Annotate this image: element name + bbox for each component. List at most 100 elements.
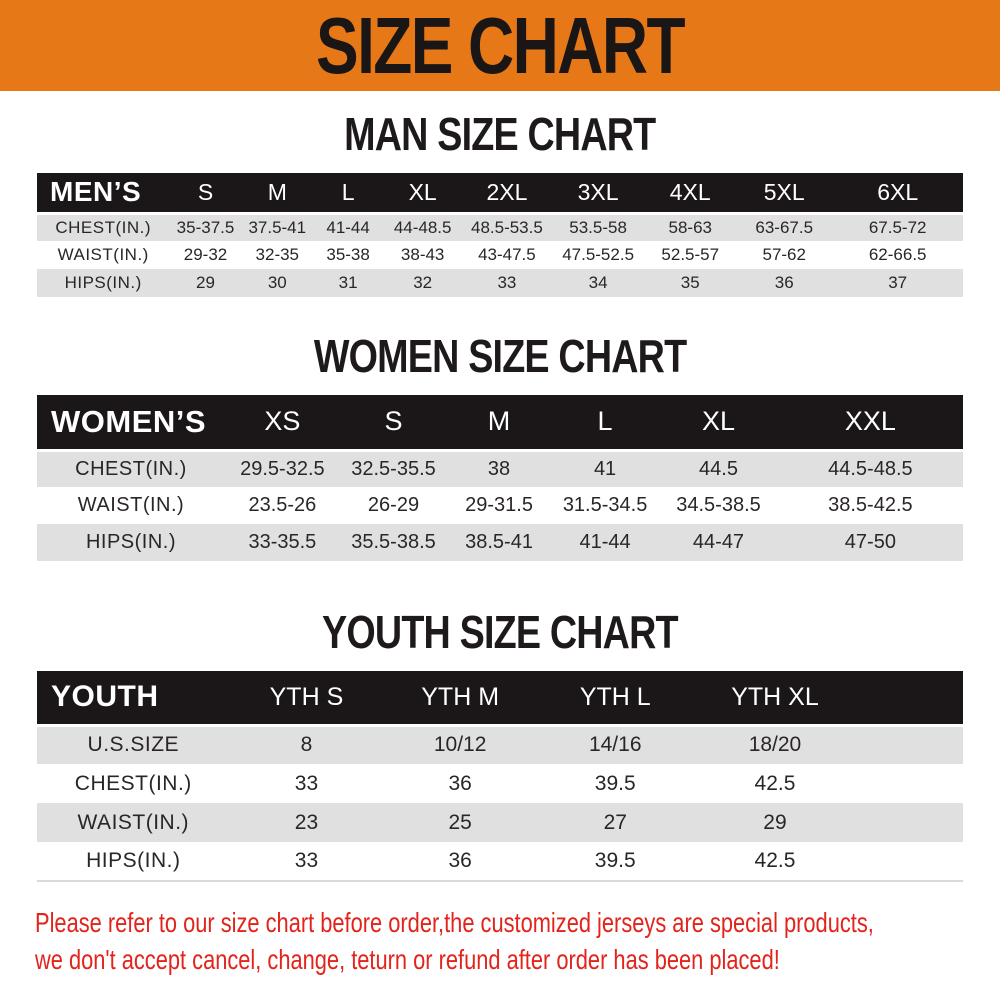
disclaimer: Please refer to our size chart before or… <box>35 904 1000 978</box>
size-value-cell: 67.5-72 <box>832 211 963 241</box>
size-value-cell: 35-37.5 <box>169 211 242 241</box>
size-value-cell: 23 <box>229 803 384 842</box>
size-value-cell: 35.5-38.5 <box>339 524 448 561</box>
size-value-cell: 29-32 <box>183 245 228 264</box>
size-value-cell: 44.5 <box>659 448 778 487</box>
women-heading-wrap: WOMEN SIZE CHART <box>0 329 1000 383</box>
size-column-header: L <box>550 395 660 450</box>
filler-cell <box>856 803 963 842</box>
youth-size-table: YOUTH YTH S YTH M YTH L YTH XL U.S.SIZE 8 10/1… <box>37 671 963 882</box>
size-value-cell: 27 <box>537 803 694 842</box>
row-label: U.S.SIZE <box>37 723 230 764</box>
size-value-cell: 29 <box>169 269 242 297</box>
size-column-header: YTH M <box>383 671 537 725</box>
size-value-cell: 33 <box>294 849 319 872</box>
size-value-cell: 38.5-41 <box>447 524 551 561</box>
men-section-heading: MAN SIZE CHART <box>344 108 656 160</box>
women-size-table: WOMEN’S XS S M L XL XXL CHEST(IN.) 29.5-32.5 32.… <box>37 395 963 561</box>
measurement-row: WAIST(IN.) 23.5-26 26-29 29-31.5 31.5-34.5 34… <box>37 487 963 524</box>
size-value-cell: 26-29 <box>367 494 420 516</box>
size-value-cell: 37 <box>832 269 963 297</box>
size-value-cell: 44-47 <box>659 524 778 561</box>
size-column-header: XL <box>659 395 778 450</box>
size-value-cell: 38-43 <box>400 245 445 264</box>
measurement-row: HIPS(IN.) 33-35.5 35.5-38.5 38.5-41 41-44 44-… <box>37 524 963 561</box>
row-label: WAIST(IN.) <box>37 803 230 842</box>
size-value-cell: 31 <box>312 269 384 297</box>
size-column-header: M <box>447 395 551 450</box>
measurement-row: HIPS(IN.) 29 30 31 32 33 34 35 36 37 <box>37 269 963 297</box>
disclaimer-line-1: Please refer to our size chart before or… <box>35 907 874 938</box>
size-value-cell: 53.5-58 <box>551 211 645 241</box>
size-value-cell: 33-35.5 <box>224 524 340 561</box>
size-column-header: L <box>312 173 384 213</box>
size-value-cell: 34 <box>551 269 645 297</box>
size-value-cell: 44.5-48.5 <box>777 448 963 487</box>
size-value-cell: 43-47.5 <box>478 245 536 264</box>
size-value-cell: 29 <box>693 803 857 842</box>
size-value-cell: 29.5-32.5 <box>224 448 340 487</box>
men-heading-wrap: MAN SIZE CHART <box>0 107 1000 161</box>
row-label: CHEST(IN.) <box>74 771 192 795</box>
disclaimer-line-2: we don't accept cancel, change, teturn o… <box>35 944 780 975</box>
filler-cell <box>856 764 963 803</box>
size-column-header: 5XL <box>736 173 833 213</box>
size-column-header: 6XL <box>832 173 963 213</box>
size-column-header: XXL <box>777 395 963 450</box>
measurement-row: WAIST(IN.) 23 25 27 29 <box>37 803 963 842</box>
size-value-cell: 42.5 <box>754 771 796 795</box>
size-value-cell: 47.5-52.5 <box>562 245 635 264</box>
size-value-cell: 58-63 <box>644 211 737 241</box>
size-value-cell: 34.5-38.5 <box>676 494 761 516</box>
size-value-cell: 8 <box>229 723 384 764</box>
size-value-cell: 32 <box>383 269 462 297</box>
size-column-header: 4XL <box>644 173 737 213</box>
size-value-cell: 35 <box>644 269 737 297</box>
measurement-row: CHEST(IN.) 35-37.5 37.5-41 41-44 44-48.5 48.5… <box>37 211 963 241</box>
size-value-cell: 30 <box>241 269 313 297</box>
measurement-row: CHEST(IN.) 29.5-32.5 32.5-35.5 38 41 44.5 44.5… <box>37 448 963 487</box>
size-value-cell: 32.5-35.5 <box>339 448 448 487</box>
size-value-cell: 41-44 <box>550 524 660 561</box>
size-value-cell: 36 <box>448 849 472 872</box>
measurement-row: CHEST(IN.) 33 36 39.5 42.5 <box>37 764 963 803</box>
youth-heading-wrap: YOUTH SIZE CHART <box>0 605 1000 659</box>
size-value-cell: 63-67.5 <box>736 211 833 241</box>
size-value-cell: 33 <box>294 771 319 795</box>
row-label: WAIST(IN.) <box>57 245 149 264</box>
size-value-cell: 37.5-41 <box>241 211 313 241</box>
table-group-label: WOMEN’S <box>37 395 225 450</box>
size-value-cell: 39.5 <box>594 849 636 872</box>
filler-cell <box>856 842 963 881</box>
women-size-header-row: WOMEN’S XS S M L XL XXL <box>37 395 963 450</box>
page-title: SIZE CHART <box>316 1 686 90</box>
size-value-cell: 41 <box>550 448 660 487</box>
size-value-cell: 52.5-57 <box>661 245 720 264</box>
size-value-cell: 44-48.5 <box>383 211 462 241</box>
size-value-cell: 38 <box>447 448 551 487</box>
size-value-cell: 38.5-42.5 <box>828 494 913 516</box>
men-size-header-row: MEN’S S M L XL 2XL 3XL 4XL 5XL 6XL <box>37 173 963 213</box>
size-column-header: XS <box>224 395 340 450</box>
table-group-label: MEN’S <box>37 173 170 213</box>
youth-size-header-row: YOUTH YTH S YTH M YTH L YTH XL <box>37 671 963 725</box>
measurement-row: HIPS(IN.) 33 36 39.5 42.5 <box>37 842 963 881</box>
size-value-cell: 32-35 <box>255 245 300 264</box>
size-value-cell: 35-38 <box>326 245 370 264</box>
filler-cell <box>856 671 963 725</box>
measurement-row: WAIST(IN.) 29-32 32-35 35-38 38-43 43-47.5 47.… <box>37 241 963 269</box>
row-label: HIPS(IN.) <box>37 524 225 561</box>
row-label: CHEST(IN.) <box>37 448 225 487</box>
size-chart-banner: SIZE CHART <box>0 0 1000 91</box>
row-label: HIPS(IN.) <box>86 849 181 872</box>
size-value-cell: 36 <box>448 771 472 795</box>
row-label: WAIST(IN.) <box>77 494 185 516</box>
size-value-cell: 25 <box>383 803 537 842</box>
size-column-header: S <box>169 173 242 213</box>
size-column-header: M <box>241 173 313 213</box>
size-column-header: 2XL <box>462 173 552 213</box>
youth-section: YOUTH SIZE CHART YOUTH YTH S YTH M YTH L YTH… <box>0 605 1000 882</box>
size-column-header: YTH L <box>537 671 694 725</box>
size-column-header: S <box>339 395 448 450</box>
filler-cell <box>856 723 963 764</box>
